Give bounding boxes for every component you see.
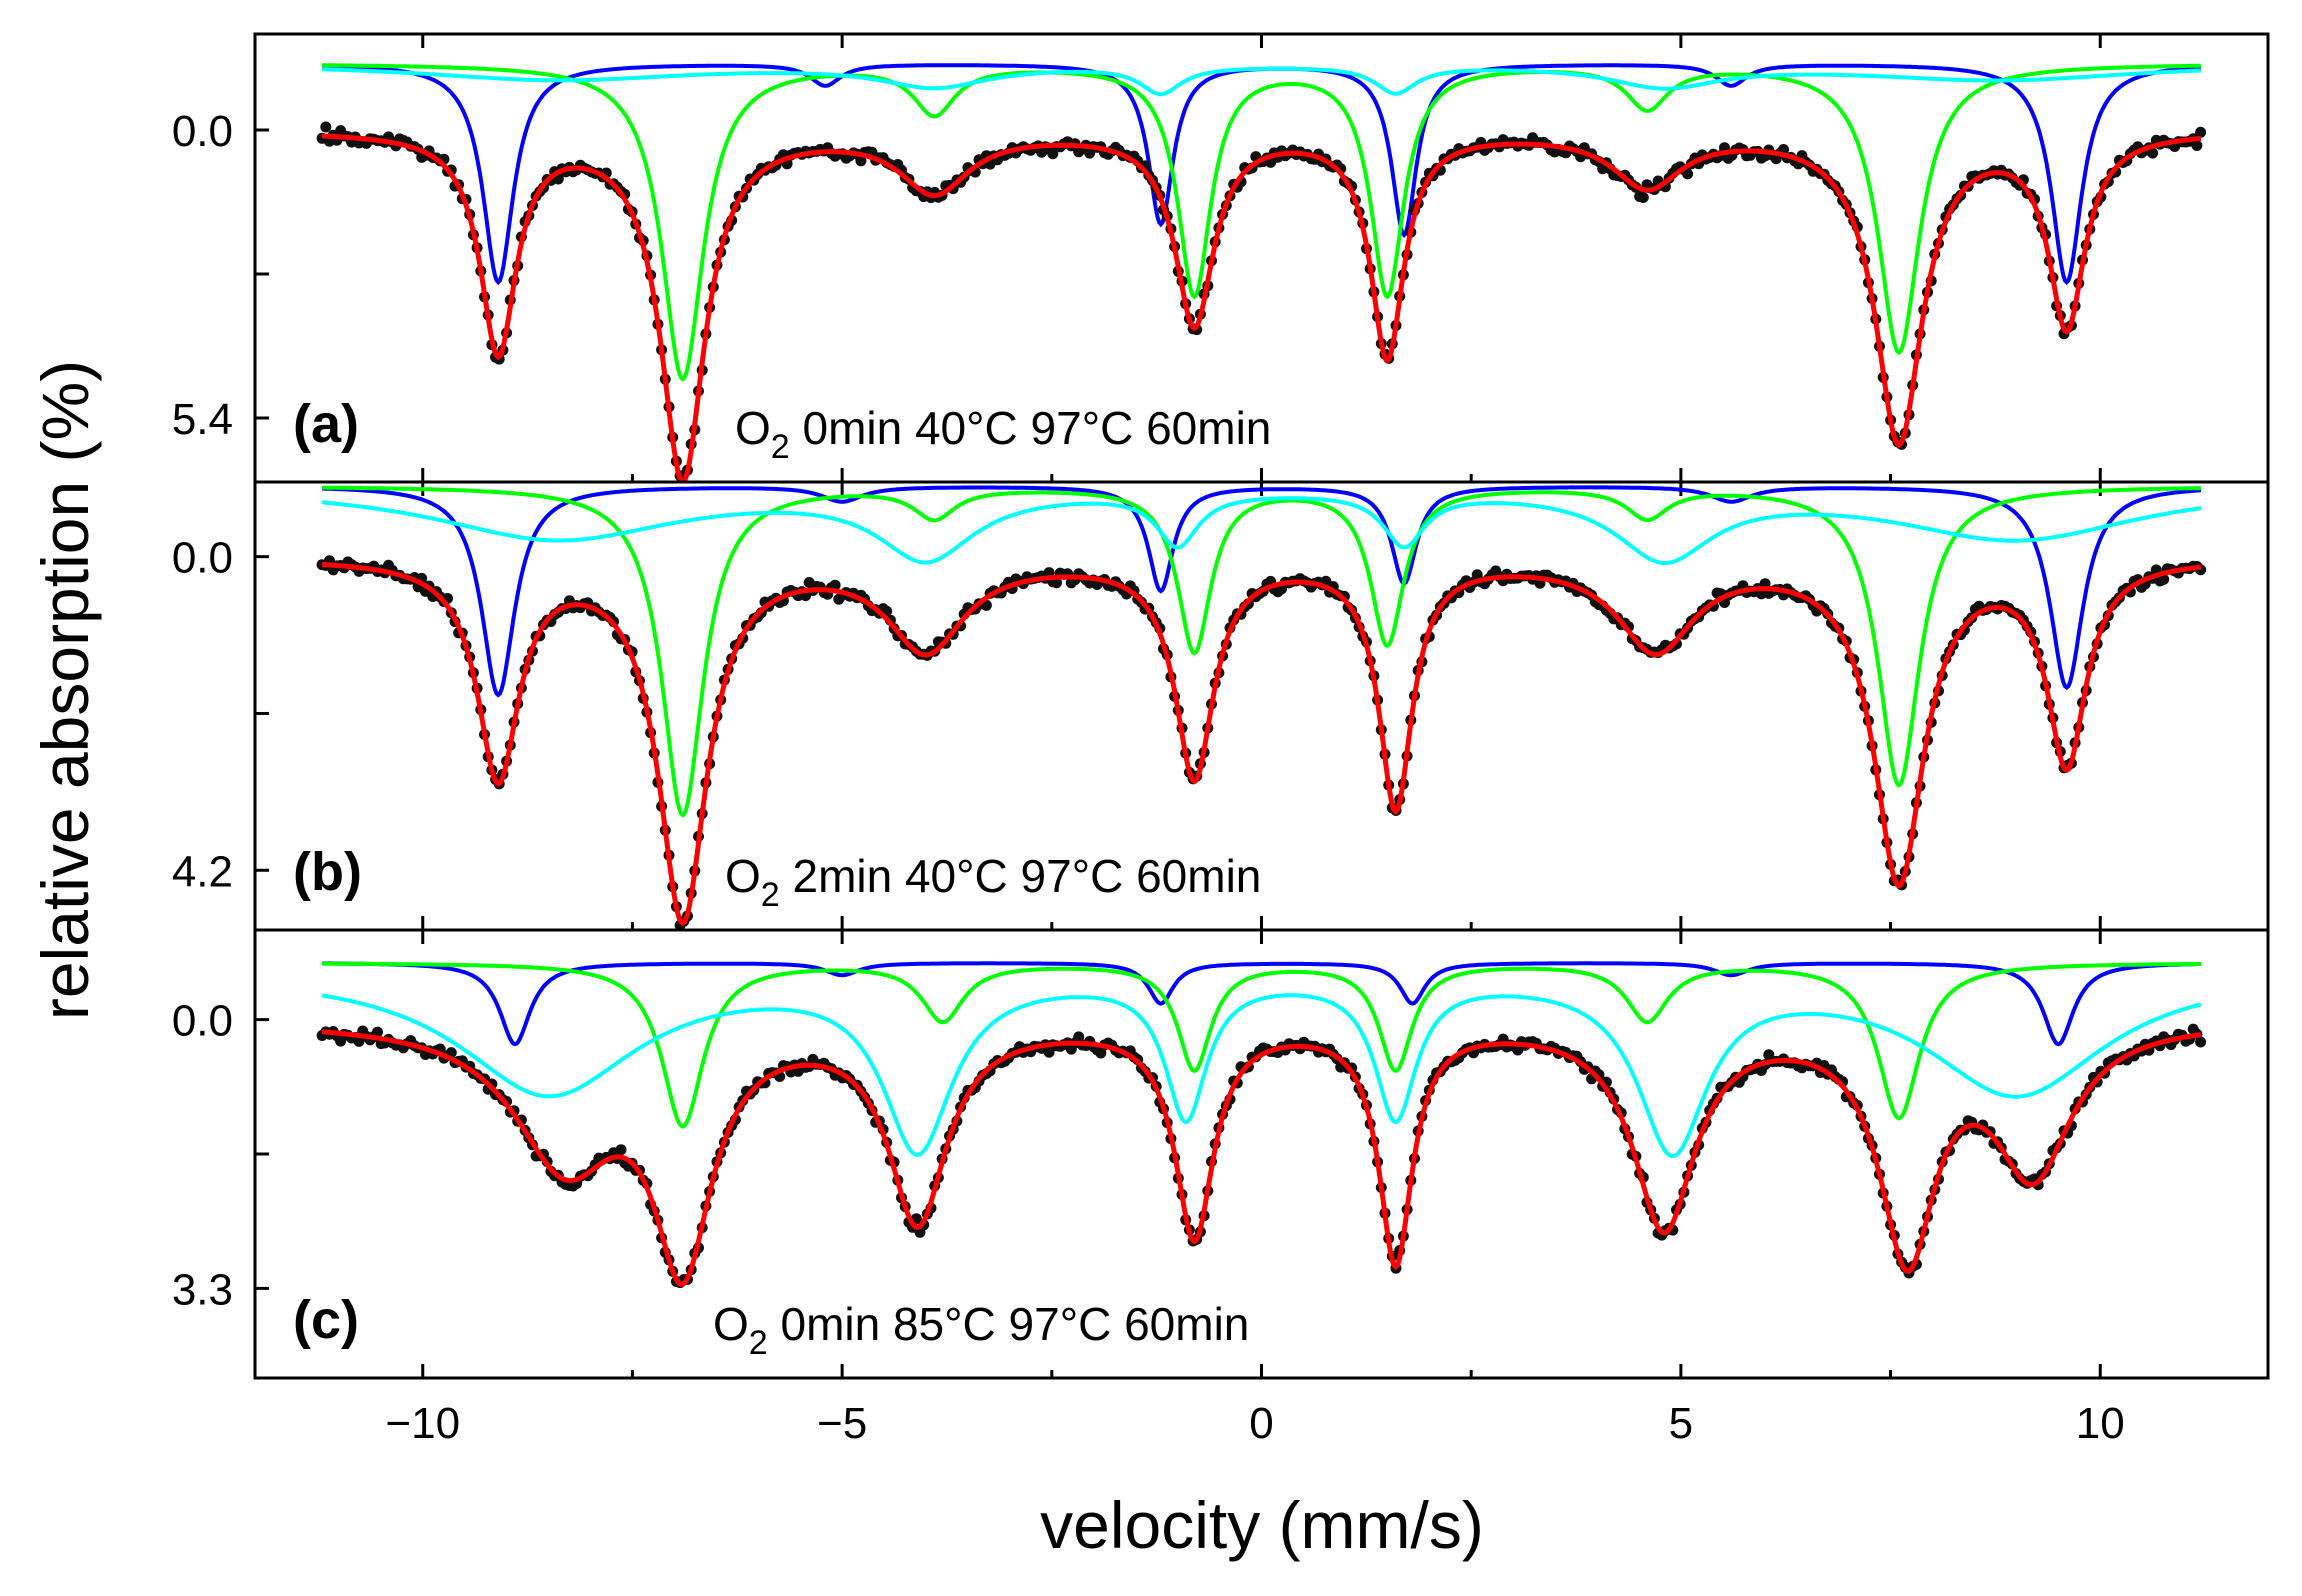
panel-b-ytick-label: 4.2	[172, 847, 233, 896]
annotation-subscript: 2	[771, 428, 790, 466]
panel-a-label: (a)	[293, 394, 359, 454]
panel-b-annotation: O2 2min 40°C 97°C 60min	[725, 850, 1261, 914]
annotation-text: 2min 40°C 97°C 60min	[780, 850, 1262, 902]
panel-a-data-point	[2147, 147, 2159, 159]
panel-b-data-point	[2158, 573, 2170, 585]
panel-a-data-point	[1682, 168, 1694, 180]
annotation-subscript: 2	[749, 1324, 768, 1362]
panel-c-ytick-label: 0.0	[172, 997, 233, 1046]
panel-c: 0.0 3.3 (c) O2 0min 85°C 97°C 60min	[172, 928, 2270, 1380]
panel-a-curves	[316, 63, 2207, 482]
panel-a-data-point	[320, 121, 332, 133]
panel-a-ytick-label: 5.4	[172, 395, 233, 444]
x-tick-label: −5	[817, 1399, 867, 1448]
annotation-prefix: O	[713, 1298, 749, 1350]
panel-c-sextet-1-curve	[322, 961, 2201, 1047]
x-tick-label: −10	[385, 1399, 460, 1448]
panel-a-data-point	[855, 155, 867, 167]
panel-a-fit-curve	[321, 133, 2202, 482]
panel-a: 0.0 5.4 (a) O2 0min 40°C 97°C 60min	[172, 32, 2270, 484]
annotation-subscript: 2	[761, 876, 780, 914]
panel-b-data-point	[829, 579, 841, 591]
panel-a-ytick-label: 0.0	[172, 107, 233, 156]
panel-b-sextet-3-curve	[321, 496, 2202, 565]
x-tick-label: 10	[2076, 1399, 2125, 1448]
panel-a-sextet-2-curve	[322, 63, 2202, 382]
panel-b-sextet-2-curve	[322, 485, 2201, 818]
panel-c-sextet-3-curve	[321, 993, 2202, 1159]
panel-b-ytick-label: 0.0	[172, 534, 233, 583]
panel-a-data-point	[2195, 126, 2207, 138]
x-tick-label: 5	[1669, 1399, 1693, 1448]
panel-a-data-point	[2191, 140, 2203, 151]
x-tick-label: 0	[1249, 1399, 1273, 1448]
panel-c-ytick-label: 3.3	[172, 1265, 233, 1314]
panel-c-data-point	[372, 1026, 383, 1038]
x-axis: −10 −5 0 5 10	[385, 1399, 2124, 1448]
panel-a-data-point	[1637, 192, 1649, 203]
panel-b-label: (b)	[293, 842, 362, 902]
panel-b-sextet-1-curve	[321, 485, 2202, 698]
annotation-text: 0min 40°C 97°C 60min	[790, 402, 1272, 454]
annotation-prefix: O	[735, 402, 771, 454]
panel-c-data-point	[615, 1144, 627, 1156]
panel-c-annotation: O2 0min 85°C 97°C 60min	[713, 1298, 1249, 1362]
panel-a-annotation: O2 0min 40°C 97°C 60min	[735, 402, 1271, 466]
panel-b: 0.0 4.2 (b) O2 2min 40°C 97°C 60min	[172, 480, 2270, 932]
panel-c-label: (c)	[293, 1290, 359, 1350]
panel-c-fit-curve	[321, 1029, 2202, 1287]
x-axis-label: velocity (mm/s)	[1040, 1488, 1484, 1562]
panel-c-sextet-2-curve	[322, 961, 2202, 1129]
panel-b-curves	[316, 485, 2207, 930]
annotation-text: 0min 85°C 97°C 60min	[768, 1298, 1250, 1350]
panel-c-data-point	[2195, 1036, 2207, 1048]
panel-c-curves	[316, 961, 2207, 1289]
panel-b-fit-curve	[321, 561, 2202, 927]
y-axis-label: relative absorption (%)	[28, 360, 102, 1020]
annotation-prefix: O	[725, 850, 761, 902]
panel-a-sextet-3-curve	[321, 66, 2202, 97]
